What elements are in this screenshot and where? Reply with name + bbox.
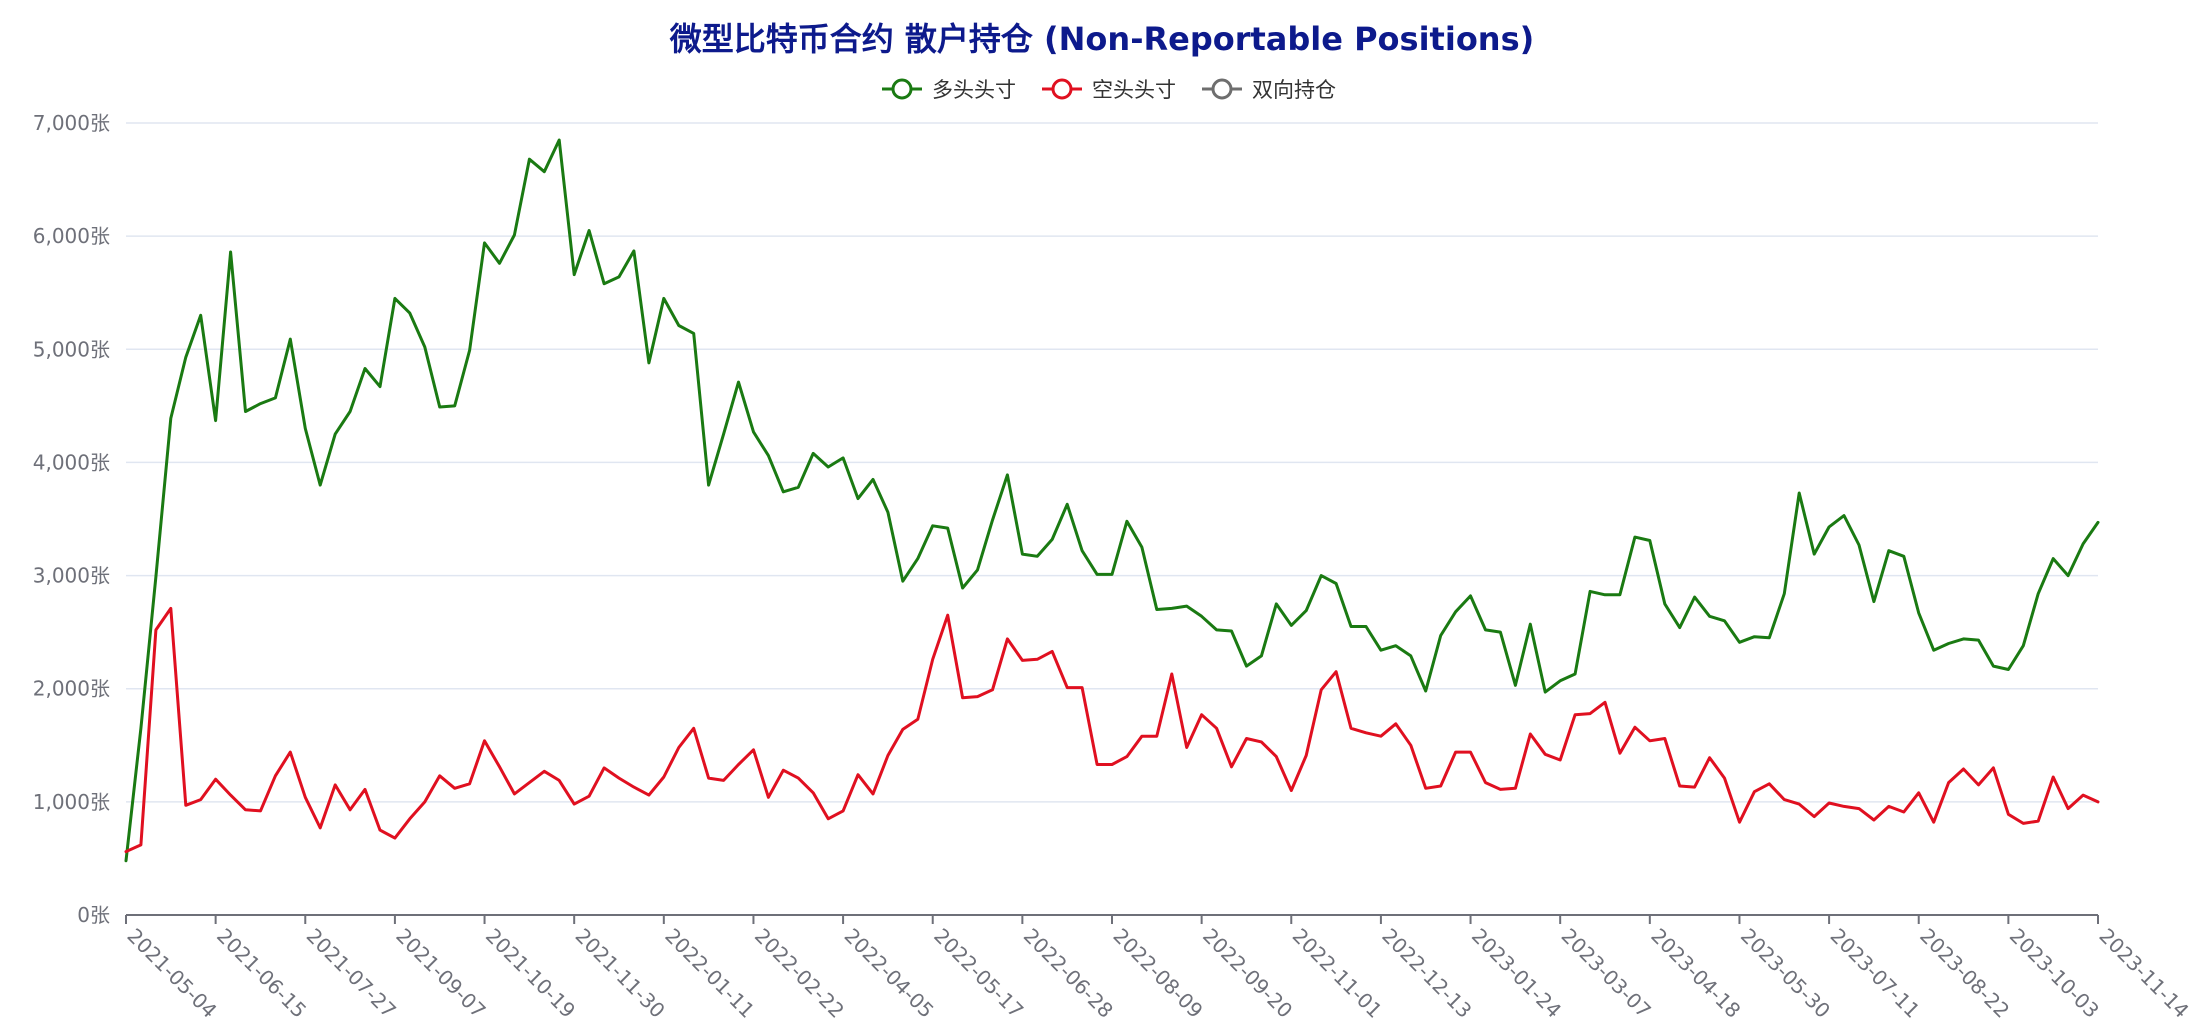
y-tick-label: 1,000张 <box>33 790 110 814</box>
x-tick-label: 2023-04-18 <box>1646 924 1745 1023</box>
x-tick-label: 2021-06-15 <box>212 924 311 1023</box>
chart-title: 微型比特币合约 散户持仓 (Non-Reportable Positions) <box>669 20 1535 58</box>
y-tick-label: 7,000张 <box>33 111 110 135</box>
series-line-0 <box>124 138 2100 863</box>
legend-label: 多头头寸 <box>932 78 1016 102</box>
x-tick-label: 2022-08-09 <box>1108 924 1207 1023</box>
legend-label: 空头头寸 <box>1092 78 1176 102</box>
y-tick-label: 0张 <box>77 903 110 927</box>
x-tick-label: 2023-03-07 <box>1557 924 1656 1023</box>
legend-swatch-circle <box>1051 78 1073 100</box>
series-lines <box>124 138 2100 863</box>
x-tick-label: 2023-05-30 <box>1736 924 1835 1023</box>
legend-item-0[interactable]: 多头头寸 <box>882 78 1016 102</box>
y-tick-label: 3,000张 <box>33 564 110 588</box>
legend-swatch-circle <box>1211 78 1233 100</box>
y-tick-label: 5,000张 <box>33 337 110 361</box>
legend-label: 双向持仓 <box>1252 78 1336 102</box>
y-tick-label: 4,000张 <box>33 450 110 474</box>
x-tick-label: 2022-01-11 <box>660 924 759 1023</box>
x-tick-label: 2022-06-28 <box>1019 924 1118 1023</box>
series-line-1 <box>124 606 2100 854</box>
x-tick-label: 2023-01-24 <box>1467 924 1566 1023</box>
x-tick-label: 2021-11-30 <box>571 924 670 1023</box>
y-axis: 0张 1,000张 2,000张 3,000张 4,000张 5,000张 6,000张 7,… <box>33 111 110 927</box>
x-tick-label: 2021-10-19 <box>481 924 580 1023</box>
legend[interactable]: 多头头寸 空头头寸 双向持仓 <box>882 78 1336 102</box>
legend-swatch-circle <box>891 78 913 100</box>
legend-item-1[interactable]: 空头头寸 <box>1042 78 1176 102</box>
legend-item-2[interactable]: 双向持仓 <box>1202 78 1336 102</box>
x-tick-label: 2023-11-14 <box>2094 924 2193 1023</box>
grid-lines <box>126 122 2098 803</box>
x-tick-label: 2022-12-13 <box>1377 924 1476 1023</box>
x-tick-label: 2021-09-07 <box>391 924 490 1023</box>
x-tick-label: 2023-10-03 <box>2005 924 2104 1023</box>
x-axis: 2021-05-042021-06-152021-07-272021-09-07… <box>122 914 2194 1023</box>
x-tick-label: 2022-09-20 <box>1198 924 1297 1023</box>
x-tick-label: 2022-11-01 <box>1288 924 1387 1023</box>
x-tick-label: 2022-02-22 <box>750 924 849 1023</box>
x-tick-label: 2023-08-22 <box>1915 924 2014 1023</box>
x-tick-label: 2022-05-17 <box>929 924 1028 1023</box>
x-tick-label: 2021-05-04 <box>122 924 221 1023</box>
x-tick-label: 2021-07-27 <box>302 924 401 1023</box>
y-tick-label: 6,000张 <box>33 224 110 248</box>
y-tick-label: 2,000张 <box>33 677 110 701</box>
x-tick-label: 2022-04-05 <box>840 924 939 1023</box>
x-tick-label: 2023-07-11 <box>1826 924 1925 1023</box>
